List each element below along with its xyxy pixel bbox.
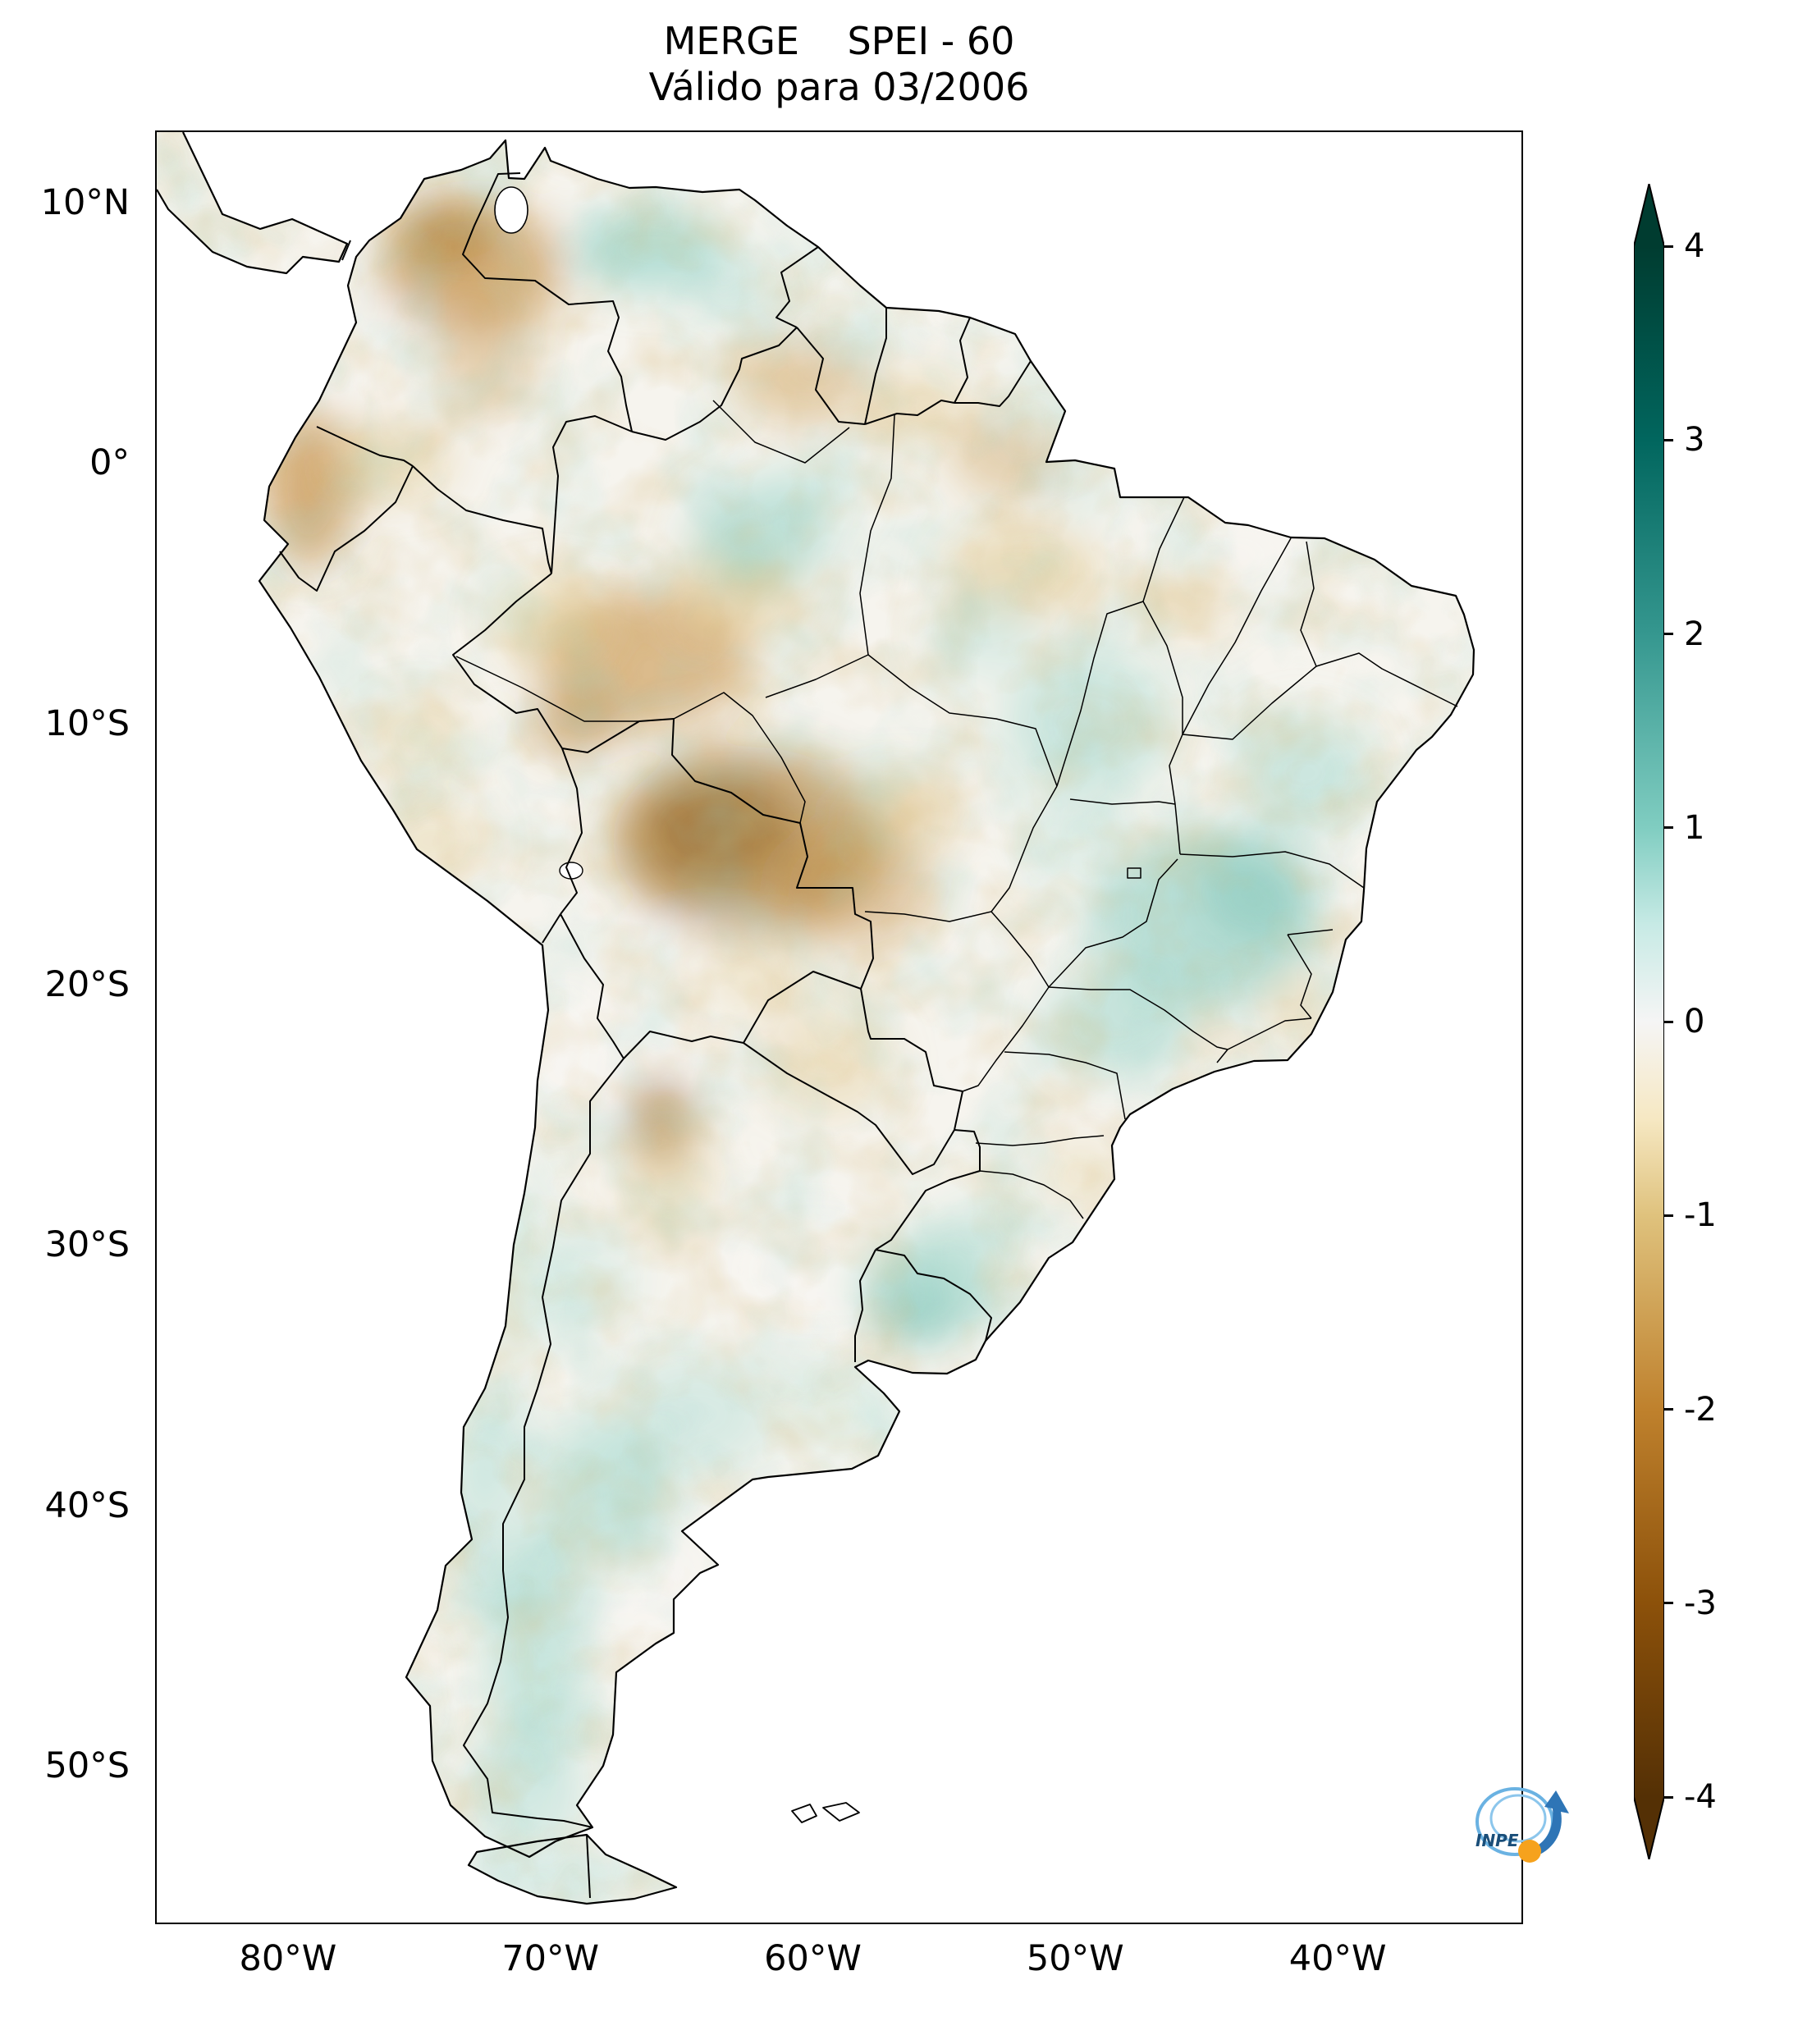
colorbar-tick-label: 3 bbox=[1684, 421, 1705, 460]
title-line-1: MERGE SPEI - 60 bbox=[663, 19, 1015, 63]
colorbar-tick-mark bbox=[1664, 1795, 1673, 1799]
x-axis-tick-label: 50°W bbox=[1026, 1938, 1124, 1979]
x-axis-tick-label: 40°W bbox=[1288, 1938, 1387, 1979]
colorbar-tick-label: 2 bbox=[1684, 615, 1705, 653]
x-axis-tick-label: 60°W bbox=[764, 1938, 862, 1979]
colorbar-tick-label: 4 bbox=[1684, 227, 1705, 265]
colorbar-tick-mark bbox=[1664, 438, 1673, 441]
map-plot-area bbox=[155, 130, 1523, 1924]
colorbar-tick-mark bbox=[1664, 826, 1673, 830]
spei-field bbox=[157, 132, 1474, 1904]
y-axis-tick-label: 10°N bbox=[40, 181, 130, 223]
colorbar-tick-label: -3 bbox=[1684, 1584, 1717, 1622]
colorbar-tick-label: 1 bbox=[1684, 808, 1705, 847]
colorbar-tick-mark bbox=[1664, 1020, 1673, 1023]
lake-maracaibo bbox=[494, 186, 528, 234]
colorbar-tick-label: -1 bbox=[1684, 1196, 1717, 1235]
country-borders bbox=[279, 172, 1032, 1899]
colorbar-tick-label: 0 bbox=[1684, 1003, 1705, 1040]
y-axis-tick-label: 50°S bbox=[44, 1745, 130, 1787]
colorbar-tick-mark bbox=[1664, 1602, 1673, 1605]
y-axis-tick-label: 20°S bbox=[44, 963, 130, 1005]
title-line-2: Válido para 03/2006 bbox=[648, 65, 1030, 109]
colorbar-tick-label: -2 bbox=[1684, 1390, 1717, 1429]
y-axis-tick-label: 40°S bbox=[44, 1484, 130, 1526]
colorbar-gradient bbox=[1634, 184, 1664, 1859]
south-america-coastline bbox=[258, 139, 1475, 1859]
figure-title: MERGE SPEI - 60 Válido para 03/2006 bbox=[157, 18, 1521, 110]
colorbar-tick-mark bbox=[1664, 633, 1673, 635]
x-axis-tick-label: 70°W bbox=[501, 1938, 600, 1979]
panama-coast bbox=[157, 132, 349, 275]
colorbar-tick-mark bbox=[1664, 1214, 1673, 1217]
falkland-islands bbox=[791, 1802, 860, 1823]
y-axis-tick-label: 10°S bbox=[44, 702, 130, 744]
inpe-logo-text: INPE bbox=[1475, 1831, 1519, 1850]
y-axis-tick-label: 30°S bbox=[44, 1224, 130, 1266]
brazil-state-borders bbox=[455, 400, 1458, 1219]
tierra-del-fuego bbox=[467, 1833, 678, 1905]
colorbar-tick-mark bbox=[1664, 1408, 1673, 1411]
colorbar bbox=[1634, 184, 1664, 1859]
y-axis-tick-label: 0° bbox=[89, 442, 130, 484]
colorbar-tick-label: -4 bbox=[1684, 1778, 1717, 1816]
map-svg bbox=[157, 132, 1475, 1905]
inpe-logo-icon: INPE bbox=[1475, 1787, 1569, 1863]
lake-titicaca bbox=[559, 862, 583, 880]
x-axis-tick-label: 80°W bbox=[239, 1938, 337, 1979]
colorbar-tick-mark bbox=[1664, 245, 1673, 248]
